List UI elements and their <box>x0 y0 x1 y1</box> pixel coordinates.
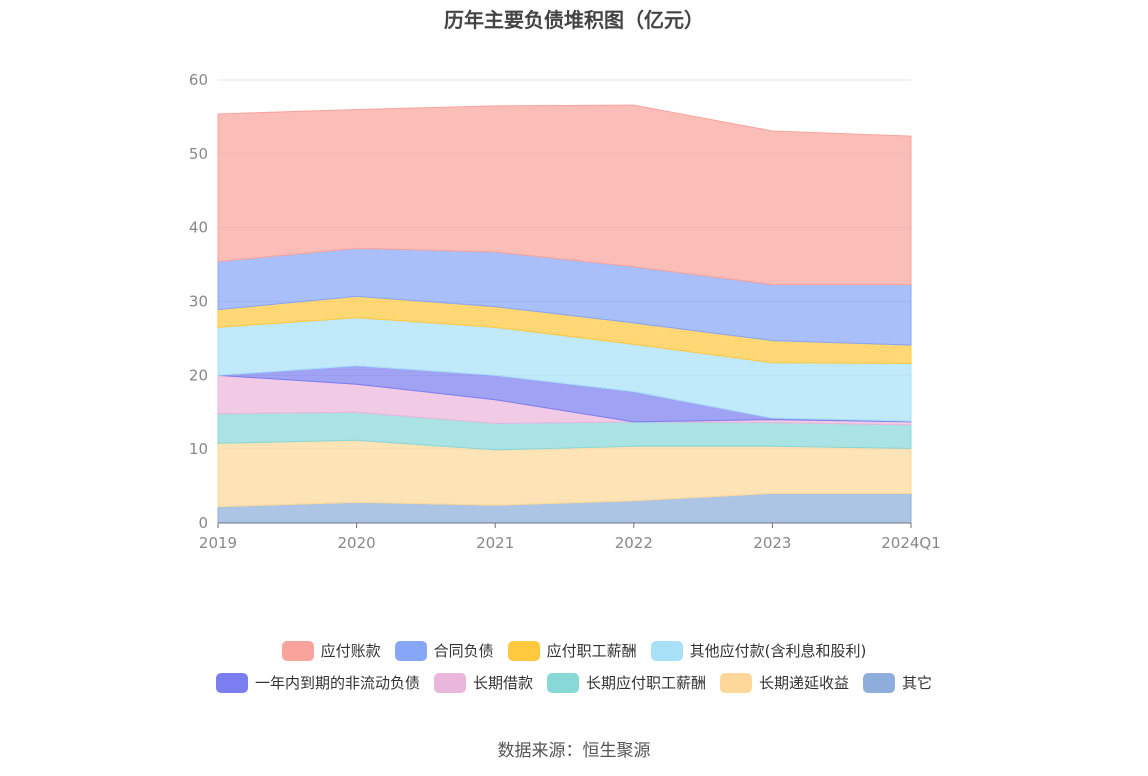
legend-swatch <box>650 640 683 661</box>
legend-label: 应付账款 <box>320 642 381 660</box>
legend-item[interactable]: 合同负债 <box>394 640 494 661</box>
y-tick-label: 0 <box>198 514 208 532</box>
legend-item[interactable]: 长期借款 <box>433 672 533 693</box>
legend-label: 长期应付职工薪酬 <box>585 674 706 692</box>
legend-item[interactable]: 其它 <box>863 672 932 693</box>
legend-swatch <box>863 672 896 693</box>
chart-title: 历年主要负债堆积图（亿元） <box>444 8 704 32</box>
data-source-note: 数据来源：恒生聚源 <box>497 741 651 761</box>
legend-swatch <box>433 672 466 693</box>
legend-swatch <box>507 640 540 661</box>
y-tick-label: 40 <box>189 219 208 237</box>
legend-swatch <box>281 640 314 661</box>
x-tick-label: 2023 <box>753 534 791 552</box>
x-tick-label: 2020 <box>338 534 376 552</box>
legend-item[interactable]: 应付账款 <box>281 640 381 661</box>
legend-label: 一年内到期的非流动负债 <box>254 674 420 692</box>
y-tick-label: 20 <box>189 366 208 384</box>
legend-row-1: 应付账款 合同负债 应付职工薪酬 其他应付款(含利息和股利) <box>0 640 1148 661</box>
y-tick-label: 60 <box>189 71 208 89</box>
y-tick-label: 50 <box>189 145 208 163</box>
legend-swatch <box>394 640 427 661</box>
y-tick-label: 10 <box>189 440 208 458</box>
legend-item[interactable]: 一年内到期的非流动负债 <box>215 672 420 693</box>
area-series-group <box>217 104 912 524</box>
legend-label: 应付职工薪酬 <box>546 642 637 660</box>
legend-item[interactable]: 应付职工薪酬 <box>507 640 637 661</box>
x-tick-label: 2024Q1 <box>881 534 941 552</box>
legend-label: 长期递延收益 <box>759 674 850 692</box>
area-series-应付账款 <box>217 104 912 286</box>
legend-swatch <box>546 672 579 693</box>
legend-item[interactable]: 其他应付款(含利息和股利) <box>650 640 867 661</box>
legend-label: 其它 <box>902 674 933 692</box>
legend-item[interactable]: 长期递延收益 <box>720 672 849 693</box>
legend-label: 合同负债 <box>433 642 494 660</box>
x-tick-label: 2022 <box>615 534 653 552</box>
y-tick-label: 30 <box>189 293 208 311</box>
legend-row-2: 一年内到期的非流动负债 长期借款 长期应付职工薪酬 长期递延收益 其它 <box>0 672 1148 693</box>
legend-item[interactable]: 长期应付职工薪酬 <box>546 672 706 693</box>
legend-label: 长期借款 <box>472 674 533 692</box>
axes: 0 10 20 30 40 50 60 2019 2020 2021 2022 2023 2024Q1 <box>189 71 941 552</box>
x-tick-label: 2019 <box>199 534 237 552</box>
legend-label: 其他应付款(含利息和股利) <box>689 642 867 660</box>
legend-swatch <box>215 672 248 693</box>
x-tick-label: 2021 <box>476 534 514 552</box>
legend-swatch <box>720 672 752 693</box>
